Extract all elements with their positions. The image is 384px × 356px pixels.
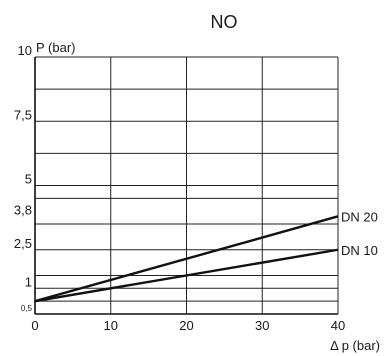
axes (34, 57, 338, 315)
x-axis-label: Δ p (bar) (330, 338, 380, 353)
y-tick-label-3: 2,5 (14, 236, 32, 251)
x-tick-label-4: 40 (331, 318, 345, 333)
series-line-1 (34, 248, 339, 303)
series-labels: DN 20 DN 10 (341, 209, 378, 257)
chart-title: NO (211, 12, 238, 32)
series-label-0: DN 20 (341, 209, 378, 224)
series-label-1: DN 10 (341, 243, 378, 258)
x-tick-label-0: 0 (31, 318, 38, 333)
x-tick-label-1: 10 (104, 318, 118, 333)
tick-labels: 0 10 20 30 40 0,5 1 2,5 3,8 5 7,5 10 (14, 43, 345, 333)
y-tick-label-1: 0,5 (21, 304, 33, 313)
y-tick-label-2: 1 (25, 274, 32, 289)
y-tick-label-7: 10 (18, 43, 32, 58)
x-tick-label-2: 20 (179, 318, 193, 333)
series-line-0 (34, 215, 339, 303)
series-lines (34, 215, 339, 303)
y-axis-label: P (bar) (36, 40, 76, 55)
y-tick-label-6: 7,5 (14, 107, 32, 122)
y-tick-label-4: 3,8 (14, 202, 32, 217)
x-tick-label-3: 30 (255, 318, 269, 333)
y-tick-label-5: 5 (25, 172, 32, 187)
